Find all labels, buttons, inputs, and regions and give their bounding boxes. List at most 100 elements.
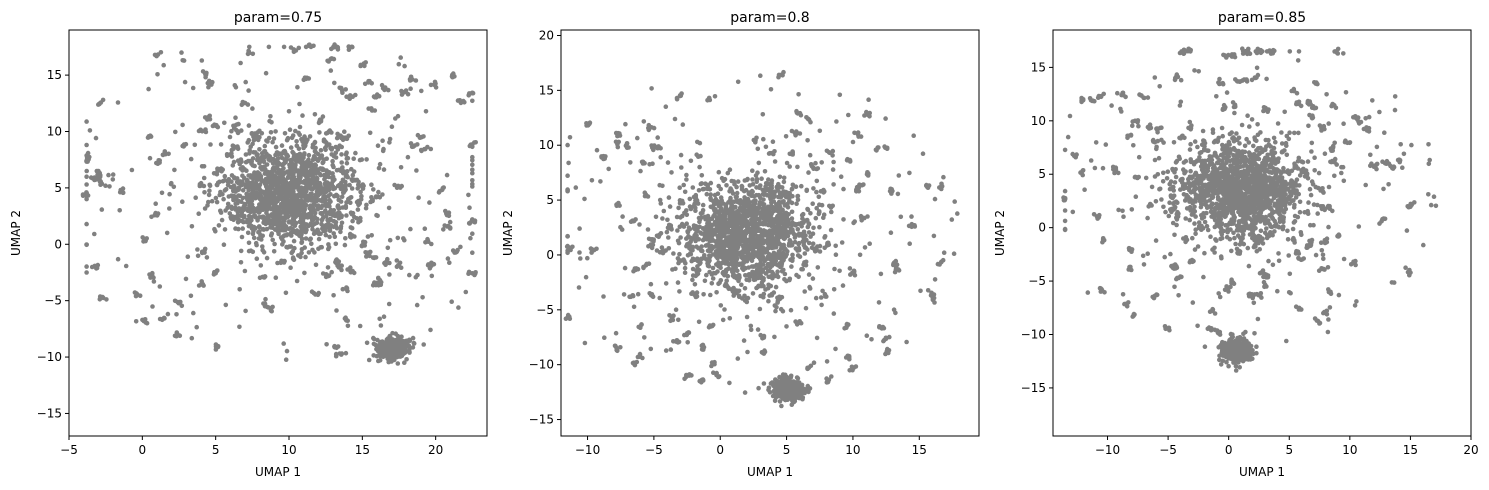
subplot-2-point <box>682 189 688 195</box>
subplot-2-point <box>651 237 656 242</box>
subplot-1-point <box>401 351 406 357</box>
subplot-1-point <box>276 162 281 167</box>
subplot-2-point <box>760 112 766 117</box>
subplot-2-point <box>750 177 755 182</box>
subplot-2-point <box>819 160 824 165</box>
subplot-1-point <box>281 44 287 50</box>
subplot-1-point <box>277 210 283 216</box>
subplot-1-point <box>333 223 339 228</box>
subplot-1-point <box>281 184 286 190</box>
subplot-2-point <box>705 248 711 253</box>
subplot-1-point <box>242 268 248 274</box>
subplot-2-point <box>729 203 734 209</box>
subplot-1-point <box>334 135 340 141</box>
x-tick-label: 10 <box>281 443 296 457</box>
subplot-2-point <box>693 273 698 279</box>
subplot-1-point <box>326 242 331 247</box>
subplot-2-point <box>766 243 771 248</box>
subplot-1-point <box>314 220 320 226</box>
subplot-2-point <box>824 359 830 364</box>
subplot-1-point <box>279 143 285 148</box>
subplot-1-point <box>409 144 415 150</box>
subplot-2-point <box>635 266 641 272</box>
subplot-1-point <box>334 167 340 173</box>
subplot-1-point <box>203 74 208 80</box>
subplot-1-point <box>180 122 185 128</box>
subplot-2-point <box>760 336 765 341</box>
subplot-1-point <box>133 319 139 324</box>
subplot-1-point <box>387 237 393 243</box>
subplot-2-point <box>799 183 804 189</box>
subplot-1-point <box>285 195 290 200</box>
subplot-2-point <box>690 236 695 242</box>
subplot-2-point <box>742 204 747 210</box>
subplot-2-point <box>738 251 743 257</box>
subplot-1-point <box>343 236 348 241</box>
subplot-2-point <box>722 259 728 264</box>
subplot-2-point <box>816 194 822 200</box>
subplot-2-point <box>808 234 813 239</box>
subplot-2-point <box>841 217 846 222</box>
subplot-2-point <box>755 284 761 290</box>
subplot-2-point <box>833 252 839 257</box>
subplot-1-point <box>311 43 316 49</box>
subplot-2-point <box>790 252 795 258</box>
subplot-1-point <box>429 273 435 279</box>
subplot-1-point <box>351 156 357 161</box>
subplot-2-point <box>646 236 652 242</box>
subplot-1-point <box>242 175 247 181</box>
subplot-1-point <box>370 198 375 204</box>
subplot-1-point <box>236 226 241 232</box>
subplot-1-point <box>255 130 260 135</box>
subplot-1-point <box>242 100 248 106</box>
subplot-2-point <box>815 265 821 270</box>
subplot-1-point <box>348 225 354 230</box>
subplot-1-point <box>407 338 413 344</box>
subplot-2-point <box>750 250 756 255</box>
subplot-2-point <box>759 213 765 218</box>
subplot-2-point <box>882 144 887 149</box>
subplot-1-point <box>275 180 281 185</box>
subplot-1-point <box>466 269 472 275</box>
subplot-2-point <box>794 375 800 380</box>
subplot-2-point <box>796 393 802 399</box>
subplot-1-point <box>306 152 312 158</box>
subplot-2-point <box>641 119 647 124</box>
subplot-1-point <box>273 144 279 150</box>
subplot-2-point <box>736 273 742 278</box>
subplot-1-point <box>271 197 277 203</box>
subplot-1-point <box>257 187 263 192</box>
subplot-2-point <box>635 135 640 141</box>
subplot-2-point <box>583 274 589 280</box>
subplot-2-point <box>856 134 861 139</box>
x-tick-label: 5 <box>212 443 220 457</box>
subplot-2-point <box>758 73 763 78</box>
subplot-2-point <box>758 195 763 201</box>
subplot-1-point <box>408 86 413 91</box>
subplot-2-point <box>714 254 719 259</box>
subplot-1-point <box>473 271 478 276</box>
subplot-1-point <box>317 119 322 124</box>
subplot-1-point <box>251 150 256 155</box>
subplot-1-point <box>283 212 289 217</box>
subplot-2-point <box>776 249 782 254</box>
subplot-2-point <box>752 225 757 231</box>
subplot-1-point <box>273 275 279 281</box>
subplot-1-point <box>169 180 174 186</box>
subplot-2-point <box>658 154 663 160</box>
subplot-1-point <box>315 203 321 208</box>
subplot-1-point <box>276 190 281 196</box>
subplot-2-point <box>791 392 797 397</box>
subplot-2-point <box>763 287 768 292</box>
subplot-1-point <box>188 293 194 299</box>
subplot-1-point <box>288 265 293 271</box>
subplot-1-point <box>215 168 220 174</box>
subplot-2-point <box>757 227 763 232</box>
subplot-1-point <box>309 289 315 295</box>
subplot-1-point <box>159 190 165 196</box>
subplot-1-point <box>360 182 366 187</box>
subplot-2-point <box>795 227 801 232</box>
subplot-1-point <box>264 304 270 310</box>
subplot-2-point <box>612 343 618 349</box>
subplot-1-point <box>202 190 207 195</box>
